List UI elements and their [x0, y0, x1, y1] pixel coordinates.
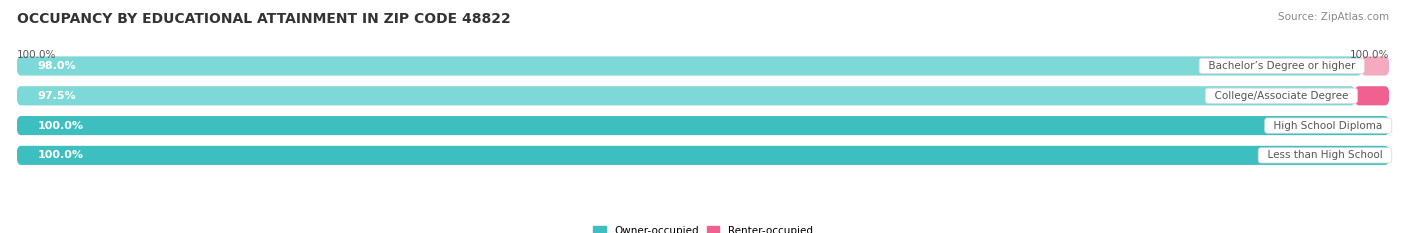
- FancyBboxPatch shape: [17, 116, 1389, 135]
- FancyBboxPatch shape: [1361, 56, 1389, 75]
- Text: 97.5%: 97.5%: [38, 91, 76, 101]
- Text: 100.0%: 100.0%: [1350, 50, 1389, 60]
- Text: Less than High School: Less than High School: [1261, 150, 1389, 160]
- Legend: Owner-occupied, Renter-occupied: Owner-occupied, Renter-occupied: [593, 226, 813, 233]
- Text: 100.0%: 100.0%: [38, 150, 83, 160]
- FancyBboxPatch shape: [17, 116, 1389, 135]
- Text: College/Associate Degree: College/Associate Degree: [1208, 91, 1355, 101]
- FancyBboxPatch shape: [17, 56, 1389, 75]
- Text: 100.0%: 100.0%: [17, 50, 56, 60]
- FancyBboxPatch shape: [17, 146, 1389, 165]
- Text: High School Diploma: High School Diploma: [1267, 120, 1389, 130]
- Text: Bachelor’s Degree or higher: Bachelor’s Degree or higher: [1202, 61, 1361, 71]
- Text: 98.0%: 98.0%: [38, 61, 76, 71]
- Text: Source: ZipAtlas.com: Source: ZipAtlas.com: [1278, 12, 1389, 22]
- Text: 100.0%: 100.0%: [38, 120, 83, 130]
- FancyBboxPatch shape: [17, 56, 1362, 75]
- FancyBboxPatch shape: [17, 86, 1389, 105]
- FancyBboxPatch shape: [17, 146, 1389, 165]
- FancyBboxPatch shape: [1355, 86, 1389, 105]
- Text: OCCUPANCY BY EDUCATIONAL ATTAINMENT IN ZIP CODE 48822: OCCUPANCY BY EDUCATIONAL ATTAINMENT IN Z…: [17, 12, 510, 26]
- FancyBboxPatch shape: [17, 86, 1355, 105]
